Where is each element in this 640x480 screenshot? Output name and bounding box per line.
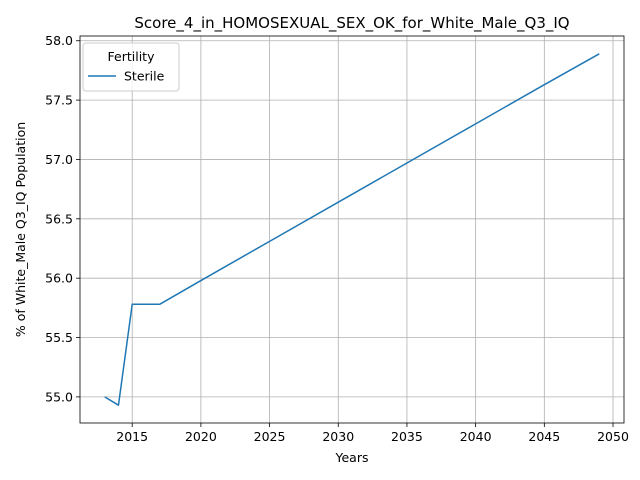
y-tick-label: 55.0 <box>45 389 73 404</box>
chart-title: Score_4_in_HOMOSEXUAL_SEX_OK_for_White_M… <box>134 14 569 33</box>
legend-title: Fertility <box>108 49 156 64</box>
y-tick-label: 55.5 <box>45 330 73 345</box>
x-tick-label: 2030 <box>322 429 354 444</box>
x-axis-ticks: 2015 2020 2025 2030 2035 2040 2045 2050 <box>116 423 629 444</box>
series-line-sterile <box>104 53 600 406</box>
x-tick-label: 2025 <box>254 429 286 444</box>
y-tick-label: 56.5 <box>45 211 73 226</box>
grid-lines <box>80 36 624 423</box>
legend-label-sterile: Sterile <box>124 69 165 84</box>
x-tick-label: 2015 <box>116 429 148 444</box>
y-axis-label: % of White_Male Q3_IQ Population <box>13 122 28 337</box>
x-tick-label: 2035 <box>391 429 423 444</box>
x-tick-label: 2040 <box>460 429 492 444</box>
legend-box <box>82 42 180 92</box>
plot-area-frame <box>79 35 625 424</box>
y-tick-label: 57.0 <box>45 152 73 167</box>
y-tick-label: 57.5 <box>45 93 73 108</box>
y-tick-label: 56.0 <box>45 271 73 286</box>
x-axis-label: Years <box>335 450 369 465</box>
y-tick-label: 58.0 <box>45 33 73 48</box>
legend: Fertility Sterile <box>82 42 180 92</box>
x-tick-label: 2020 <box>185 429 217 444</box>
x-tick-label: 2050 <box>597 429 629 444</box>
y-axis-ticks: 55.0 55.5 56.0 56.5 57.0 57.5 58.0 <box>45 33 80 404</box>
x-tick-label: 2045 <box>528 429 560 444</box>
series-lines <box>104 53 600 406</box>
